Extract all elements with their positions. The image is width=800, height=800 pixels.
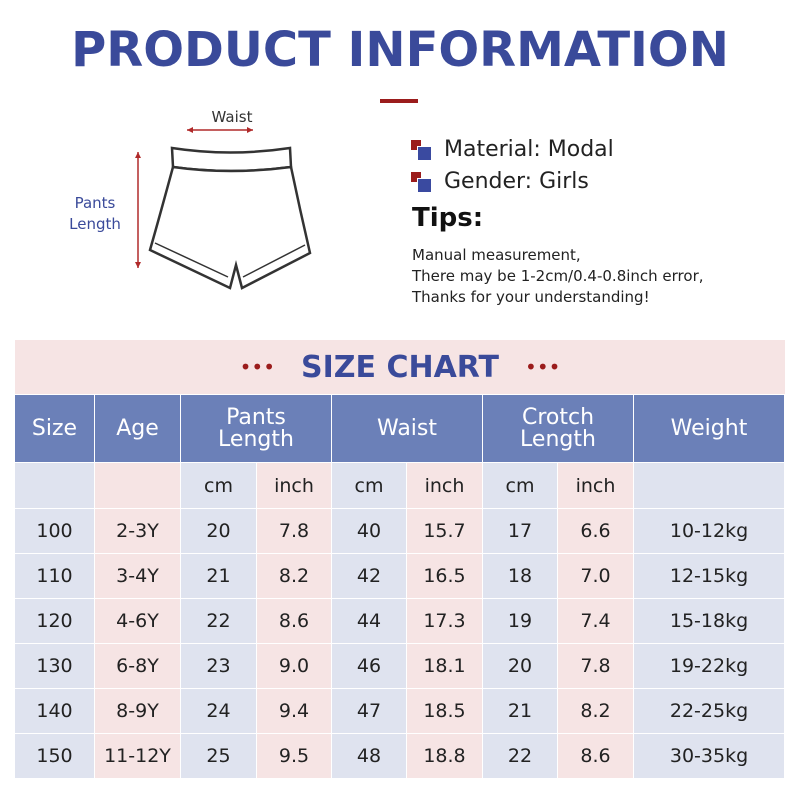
data-cell: 20: [483, 644, 558, 689]
unit-cell: inch: [558, 463, 634, 509]
table-title-bar: ••• SIZE CHART •••: [15, 340, 785, 394]
size-table: ••• SIZE CHART ••• Size Age Pants Length Wa…: [15, 340, 785, 780]
data-cell: 44: [332, 599, 407, 644]
data-cell: 6-8Y: [95, 644, 181, 689]
header-cell: Size: [15, 395, 95, 463]
length-label: Pants Length: [69, 194, 121, 233]
unit-cell: [634, 463, 785, 509]
tips-title: Tips:: [412, 203, 484, 233]
data-cell: 15.7: [407, 509, 483, 554]
data-cell: 150: [15, 734, 95, 779]
header-cell: Waist: [332, 395, 483, 463]
tip-line: There may be 1-2cm/0.4-0.8inch error,: [412, 267, 704, 285]
data-cell: 8.6: [257, 599, 332, 644]
data-cell: 8.6: [558, 734, 634, 779]
dots: •••: [239, 355, 275, 379]
data-cell: 18: [483, 554, 558, 599]
data-cell: 19-22kg: [634, 644, 785, 689]
data-cell: 22-25kg: [634, 689, 785, 734]
bullet-icon: [410, 138, 432, 161]
title-underline: [380, 99, 418, 103]
data-cell: 9.0: [257, 644, 332, 689]
data-cell: 17.3: [407, 599, 483, 644]
unit-cell: [95, 463, 181, 509]
shorts-diagram: [135, 127, 312, 290]
data-cell: 47: [332, 689, 407, 734]
unit-cell: cm: [181, 463, 257, 509]
data-cell: 21: [483, 689, 558, 734]
info-item: Gender: Girls: [410, 165, 614, 197]
data-cell: 20: [181, 509, 257, 554]
data-cell: 6.6: [558, 509, 634, 554]
data-cell: 18.8: [407, 734, 483, 779]
data-cell: 8-9Y: [95, 689, 181, 734]
table-title: SIZE CHART: [300, 349, 500, 385]
data-cell: 120: [15, 599, 95, 644]
unit-cell: inch: [407, 463, 483, 509]
hem-line: [154, 242, 306, 278]
data-cell: 22: [483, 734, 558, 779]
waistband: [170, 146, 293, 173]
header-cell: Crotch Length: [483, 395, 634, 463]
data-cell: 7.8: [558, 644, 634, 689]
info-item: Material: Modal: [410, 133, 614, 165]
data-cell: 7.4: [558, 599, 634, 644]
data-cell: 23: [181, 644, 257, 689]
tip-line: Thanks for your understanding!: [412, 288, 650, 306]
data-cell: 4-6Y: [95, 599, 181, 644]
icon-red: [411, 140, 421, 150]
data-cell: 18.1: [407, 644, 483, 689]
icon-blue: [417, 146, 432, 161]
icon-blue: [417, 178, 432, 193]
data-cell: 10-12kg: [634, 509, 785, 554]
data-cell: 19: [483, 599, 558, 644]
data-cell: 22: [181, 599, 257, 644]
tip-line: Manual measurement,: [412, 246, 581, 264]
info-text: Material: Modal: [444, 136, 614, 162]
data-cell: 140: [15, 689, 95, 734]
dots: •••: [525, 355, 561, 379]
icon-red: [411, 172, 421, 182]
data-cell: 16.5: [407, 554, 483, 599]
unit-cell: inch: [257, 463, 332, 509]
shorts-body: [148, 165, 312, 290]
bullet-icon: [410, 170, 432, 193]
data-cell: 21: [181, 554, 257, 599]
data-cell: 3-4Y: [95, 554, 181, 599]
data-cell: 11-12Y: [95, 734, 181, 779]
data-cell: 30-35kg: [634, 734, 785, 779]
data-cell: 40: [332, 509, 407, 554]
data-cell: 130: [15, 644, 95, 689]
data-cell: 9.5: [257, 734, 332, 779]
page-title: PRODUCT INFORMATION: [71, 22, 729, 78]
data-cell: 2-3Y: [95, 509, 181, 554]
waist-label: Waist: [211, 108, 253, 126]
data-cell: 110: [15, 554, 95, 599]
unit-cell: [15, 463, 95, 509]
header-cell: Weight: [634, 395, 785, 463]
unit-cell: cm: [483, 463, 558, 509]
info-text: Gender: Girls: [444, 168, 589, 194]
data-cell: 7.8: [257, 509, 332, 554]
data-cell: 100: [15, 509, 95, 554]
header-cell: Pants Length: [181, 395, 332, 463]
data-cell: 8.2: [257, 554, 332, 599]
data-cell: 8.2: [558, 689, 634, 734]
header-cell: Age: [95, 395, 181, 463]
data-cell: 17: [483, 509, 558, 554]
data-cell: 24: [181, 689, 257, 734]
data-cell: 18.5: [407, 689, 483, 734]
data-cell: 42: [332, 554, 407, 599]
info: Material: Modal Gender: Girls: [410, 133, 614, 197]
unit-cell: cm: [332, 463, 407, 509]
data-cell: 15-18kg: [634, 599, 785, 644]
data-cell: 12-15kg: [634, 554, 785, 599]
data-cell: 25: [181, 734, 257, 779]
data-cell: 46: [332, 644, 407, 689]
data-cell: 48: [332, 734, 407, 779]
tips: Manual measurement, There may be 1-2cm/0.…: [412, 245, 704, 308]
data-cell: 9.4: [257, 689, 332, 734]
data-cell: 7.0: [558, 554, 634, 599]
